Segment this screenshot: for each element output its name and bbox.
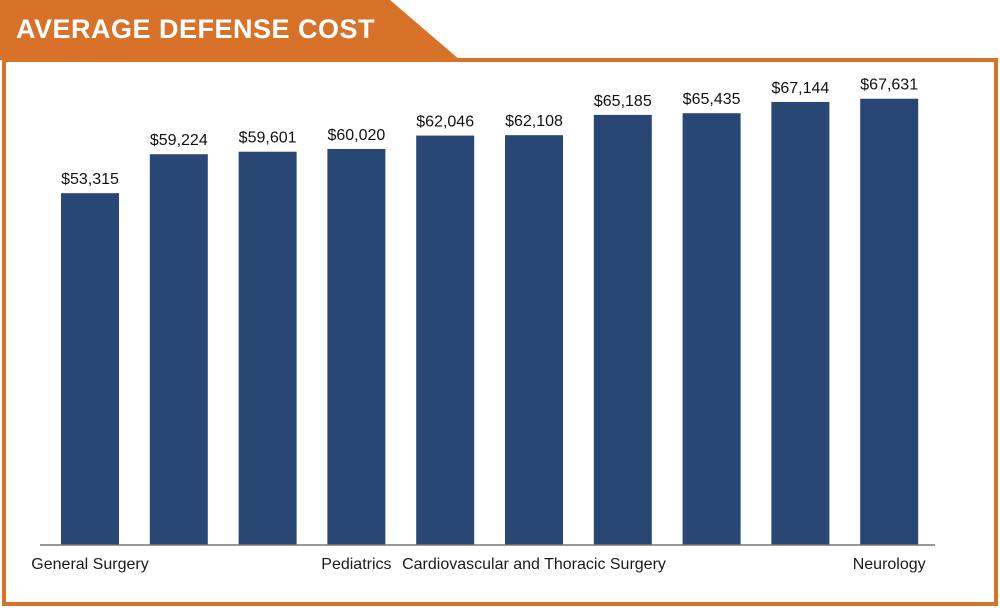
value-label-5: $62,046 [416,114,474,131]
value-label-9: $67,144 [771,80,829,97]
value-label-6: $62,108 [505,113,563,130]
value-label-1: $53,315 [61,171,119,188]
category-label-10: Neurology [853,556,926,573]
category-label-4: Pediatrics [321,556,391,573]
category-label-1: General Surgery [31,556,148,573]
category-labels-group: General Surgery Pediatrics Cardiovascular … [31,556,925,573]
value-label-8: $65,435 [683,91,741,108]
value-label-2: $59,224 [150,132,208,149]
bar-6 [505,135,563,546]
bar-8 [682,113,741,546]
frame-border [2,58,998,606]
bar-2 [149,154,208,545]
value-label-7: $65,185 [594,93,652,110]
bar-9 [771,101,830,545]
bar-10 [860,98,919,545]
bar-7 [593,114,652,546]
title-banner [0,0,460,60]
category-label-6: Cardiovascular and Thoracic Surgery [402,556,666,573]
bar-5 [416,135,475,545]
value-label-3: $59,601 [239,130,297,147]
value-labels-group: $53,315 $59,224 $59,601 $60,020 $62,046 $62,1… [61,77,918,188]
value-label-4: $60,020 [327,127,385,144]
chart-title: AVERAGE DEFENSE COST [16,14,376,44]
bar-3 [238,151,297,546]
bars-group [61,98,919,546]
value-label-10: $67,631 [860,77,918,94]
bar-4 [327,148,386,546]
bar-1 [61,193,119,545]
